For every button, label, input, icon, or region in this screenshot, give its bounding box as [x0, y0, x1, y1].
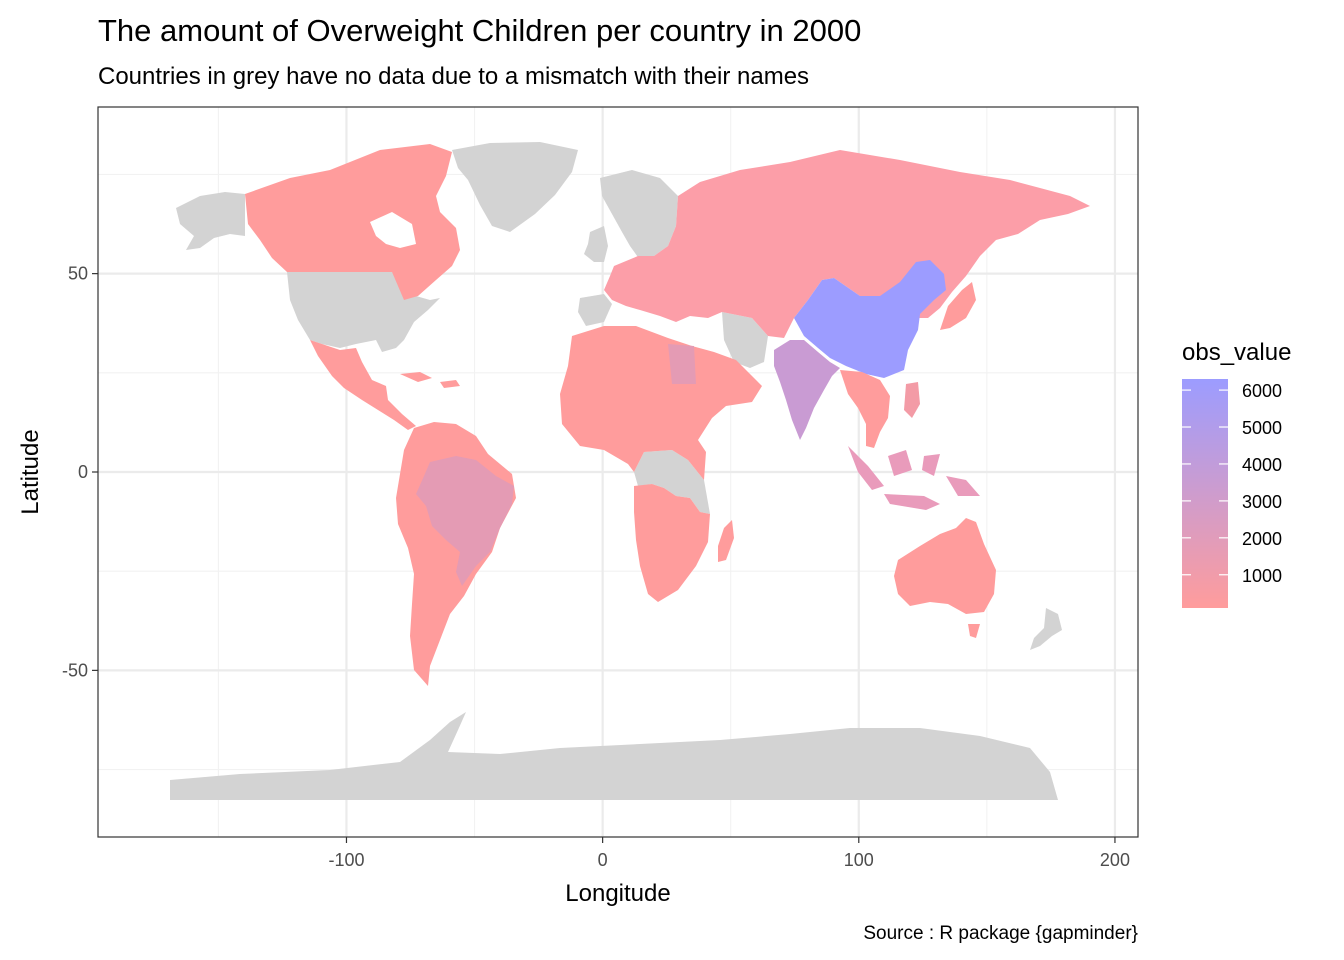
x-tick-label: 200	[1100, 850, 1130, 870]
region-eurasia	[604, 150, 1090, 338]
region-australia	[894, 518, 996, 614]
region-new-zealand	[1030, 608, 1062, 650]
x-axis-ticks: -100 0 100 200	[328, 837, 1130, 870]
region-iberia	[578, 294, 612, 326]
region-southeast-asia	[840, 370, 890, 448]
region-southern-africa	[634, 484, 710, 602]
chart-caption: Source : R package {gapminder}	[863, 923, 1138, 944]
region-antarctica	[170, 712, 1058, 800]
y-axis-ticks: -50 0 50	[62, 264, 98, 680]
region-north-africa-middle-east	[560, 326, 762, 480]
region-indonesia	[848, 446, 980, 510]
region-caribbean	[400, 372, 460, 388]
region-brazil	[416, 456, 514, 586]
chart-subtitle: Countries in grey have no data due to a …	[98, 63, 809, 90]
legend-colorbar	[1182, 379, 1228, 608]
region-india	[774, 340, 840, 440]
y-tick-label: -50	[62, 660, 88, 680]
region-iran	[722, 312, 768, 368]
region-japan	[940, 282, 976, 330]
legend-tick-label: 1000	[1242, 566, 1282, 586]
region-uk-ireland	[584, 226, 608, 262]
region-egypt	[668, 344, 696, 384]
region-canada-hudson-bay	[370, 212, 416, 248]
legend-tick-label: 6000	[1242, 381, 1282, 401]
x-axis-label: Longitude	[565, 880, 670, 907]
legend-tick-label: 4000	[1242, 455, 1282, 475]
region-china	[794, 260, 946, 378]
legend-ticks: 6000 5000 4000 3000 2000 1000	[1182, 381, 1282, 586]
landmasses	[170, 142, 1090, 800]
region-philippines	[904, 382, 920, 418]
region-europe-nodata	[600, 170, 678, 260]
legend-tick-label: 2000	[1242, 529, 1282, 549]
x-tick-label: -100	[328, 850, 364, 870]
y-axis-label: Latitude	[17, 429, 44, 514]
region-canada	[245, 144, 460, 300]
x-tick-label: 0	[598, 850, 608, 870]
legend-tick-label: 3000	[1242, 492, 1282, 512]
y-tick-label: 0	[78, 462, 88, 482]
x-tick-label: 100	[844, 850, 874, 870]
chart-title: The amount of Overweight Children per co…	[98, 13, 861, 48]
y-tick-label: 50	[68, 264, 88, 284]
legend-tick-label: 5000	[1242, 418, 1282, 438]
legend-title: obs_value	[1182, 339, 1291, 366]
region-mexico-central-america	[310, 340, 416, 430]
region-alaska	[176, 192, 245, 250]
region-central-africa-nodata	[634, 450, 710, 514]
region-madagascar	[718, 520, 734, 562]
region-tasmania	[968, 624, 980, 638]
region-greenland	[452, 142, 578, 232]
